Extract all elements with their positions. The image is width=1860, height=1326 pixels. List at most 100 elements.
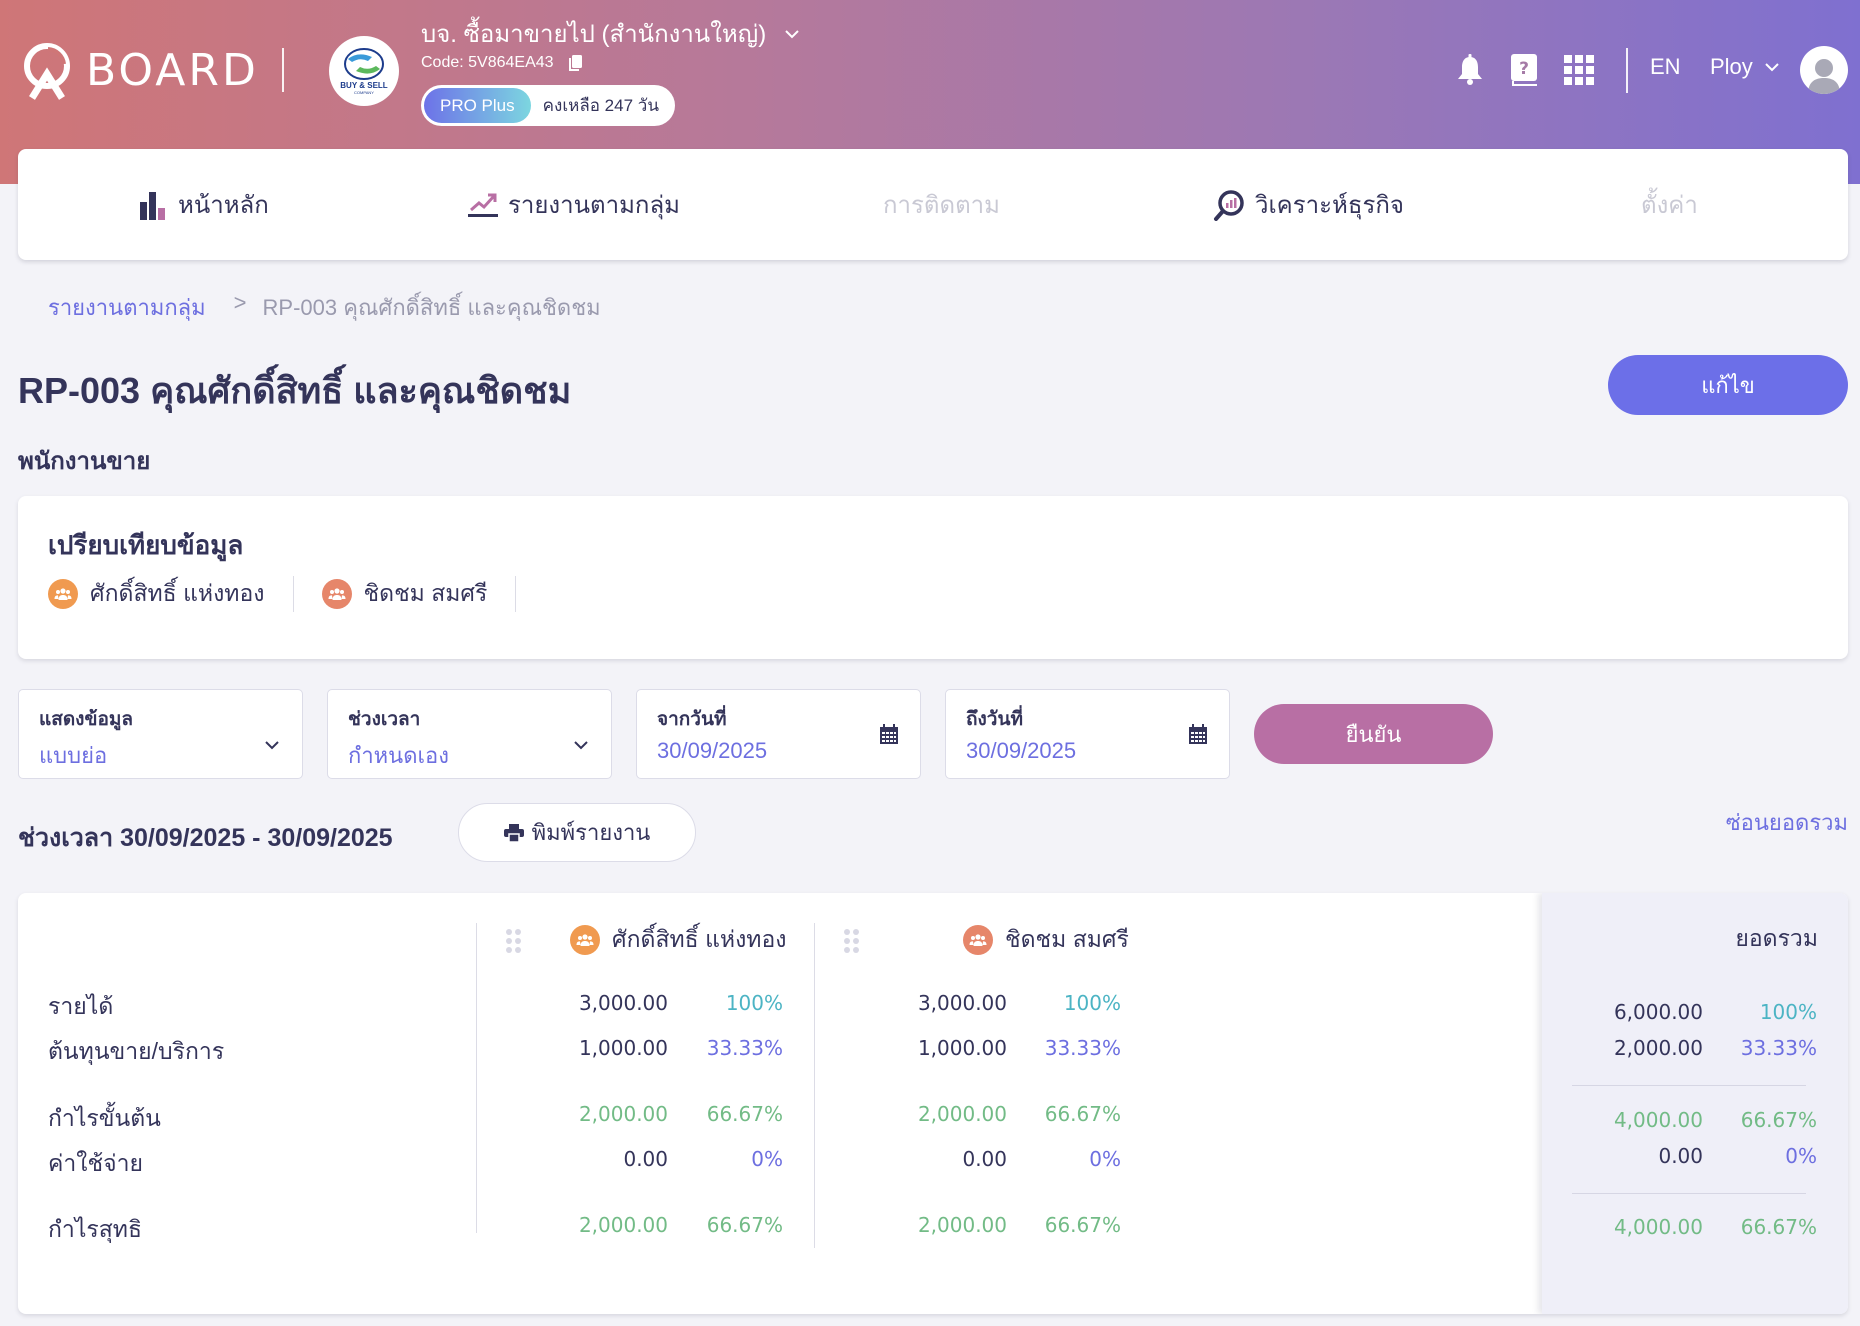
chip-divider: [292, 576, 294, 612]
cell-amount: 1,000.00: [917, 1036, 1007, 1060]
cell-amount: 0.00: [962, 1147, 1007, 1171]
cell-percent: 100%: [725, 991, 783, 1015]
language-switch[interactable]: EN: [1650, 54, 1681, 79]
apps-grid-icon[interactable]: [1564, 55, 1594, 85]
confirm-button[interactable]: ยืนยัน: [1254, 704, 1493, 764]
nav-label: รายงานตามกลุ่ม: [508, 192, 680, 219]
header-divider-right: [1626, 48, 1628, 93]
cell-amount: 3,000.00: [917, 991, 1007, 1015]
row-label-revenue: รายได้: [48, 993, 114, 1019]
company-logo: BUY & SELL COMPANY: [329, 36, 399, 106]
header-actions: ?: [1456, 40, 1594, 100]
plan-remaining: คงเหลือ 247 วัน: [542, 96, 659, 115]
help-book-icon[interactable]: ?: [1510, 54, 1538, 86]
cell-percent: 33.33%: [706, 1036, 783, 1060]
display-mode-select[interactable]: แสดงข้อมูล แบบย่อ: [18, 689, 303, 779]
header-divider: [282, 48, 284, 92]
filter-value: 30/09/2025: [657, 738, 768, 763]
board-logo-icon: [24, 43, 70, 100]
to-date-picker[interactable]: ถึงวันที่ 30/09/2025: [945, 689, 1230, 779]
group-icon: [321, 579, 352, 609]
compare-person: ศักดิ์สิทธิ์ แห่งทอง: [48, 576, 293, 612]
printer-icon: [503, 823, 524, 842]
trend-up-icon: [468, 193, 498, 217]
nav-item-group-report[interactable]: รายงานตามกลุ่ม: [468, 149, 680, 260]
bell-icon[interactable]: [1456, 54, 1484, 86]
totals-header: ยอดรวม: [1735, 925, 1818, 951]
group-icon: [48, 579, 78, 609]
board-logo[interactable]: BOARD: [18, 40, 259, 100]
calendar-icon: [880, 724, 898, 744]
cell-amount: 3,000.00: [578, 991, 668, 1015]
plan-badge: PRO Plus: [424, 88, 531, 123]
bar-chart-icon: [140, 191, 165, 220]
totals-divider: [1572, 1085, 1806, 1086]
row-label-gross-profit: กำไรขั้นต้น: [48, 1105, 161, 1131]
drag-handle-icon[interactable]: [844, 929, 859, 953]
nav-item-tracking[interactable]: การติดตาม: [883, 149, 1000, 260]
cell-amount: 1,000.00: [578, 1036, 668, 1060]
company-code-row: Code: 5V864EA43: [421, 54, 582, 72]
main-nav: หน้าหลัก รายงานตามกลุ่ม การติดตาม วิเครา…: [18, 149, 1848, 260]
brand-name: BOARD: [86, 44, 259, 96]
nav-item-home[interactable]: หน้าหลัก: [138, 149, 269, 260]
compare-card: เปรียบเทียบข้อมูล ศักดิ์สิทธิ์ แห่งทอง ช…: [18, 496, 1848, 659]
column-header: ชิดชม สมศรี: [963, 922, 1129, 958]
print-label: พิมพ์รายงาน: [531, 820, 651, 845]
compare-person-name: ชิดชม สมศรี: [363, 580, 488, 606]
row-label-net-profit: กำไรสุทธิ: [48, 1216, 142, 1242]
cell-percent: 33.33%: [1044, 1036, 1121, 1060]
column-divider: [476, 923, 477, 1233]
column-divider: [814, 923, 815, 1248]
cell-percent: 100%: [1063, 991, 1121, 1015]
totals-divider: [1572, 1193, 1806, 1194]
print-report-button[interactable]: พิมพ์รายงาน: [458, 803, 696, 862]
cell-percent: 66.67%: [706, 1213, 783, 1237]
total-amount: 6,000.00: [1613, 1000, 1703, 1024]
period-select[interactable]: ช่วงเวลา กำหนดเอง: [327, 689, 612, 779]
cell-percent: 0%: [751, 1147, 783, 1171]
nav-label: วิเคราะห์ธุรกิจ: [1255, 192, 1404, 219]
nav-label: หน้าหลัก: [178, 192, 269, 219]
company-selector[interactable]: บจ. ซื้อมาขายไป (สำนักงานใหญ่): [421, 14, 800, 53]
avatar[interactable]: [1800, 46, 1848, 94]
total-amount: 4,000.00: [1613, 1108, 1703, 1132]
filter-label: ถึงวันที่: [966, 709, 1023, 730]
compare-title: เปรียบเทียบข้อมูล: [48, 530, 244, 560]
section-subtitle: พนักงานขาย: [18, 448, 151, 475]
analysis-search-icon: [1214, 189, 1244, 221]
cell-percent: 0%: [1089, 1147, 1121, 1171]
drag-handle-icon[interactable]: [506, 929, 521, 953]
svg-text:?: ?: [1519, 59, 1529, 79]
plan-status: PRO Plus คงเหลือ 247 วัน: [421, 85, 675, 126]
cell-percent: 66.67%: [1044, 1102, 1121, 1126]
row-label-expenses: ค่าใช้จ่าย: [48, 1150, 144, 1176]
column-header-name: ชิดชม สมศรี: [1005, 926, 1129, 952]
chevron-down-icon: [1765, 62, 1779, 71]
totals-panel: ยอดรวม 6,000.00 100% 2,000.00 33.33% 4,0…: [1542, 893, 1848, 1314]
copy-icon[interactable]: [568, 54, 582, 72]
breadcrumb-parent-link[interactable]: รายงานตามกลุ่ม: [48, 295, 206, 320]
hide-total-link[interactable]: ซ่อนยอดรวม: [1725, 810, 1848, 835]
chevron-down-icon: [574, 741, 588, 750]
user-menu[interactable]: Ploy: [1710, 54, 1779, 80]
period-label: ช่วงเวลา 30/09/2025 - 30/09/2025: [18, 824, 393, 852]
group-icon: [963, 925, 993, 955]
compare-people-list: ศักดิ์สิทธิ์ แห่งทอง ชิดชม สมศรี: [48, 576, 544, 612]
total-percent: 66.67%: [1740, 1215, 1817, 1239]
column-header-name: ศักดิ์สิทธิ์ แห่งทอง: [612, 926, 787, 952]
nav-item-business-analysis[interactable]: วิเคราะห์ธุรกิจ: [1213, 149, 1404, 260]
handshake-icon: [344, 48, 384, 80]
calendar-icon: [1189, 724, 1207, 744]
total-percent: 100%: [1759, 1000, 1817, 1024]
filter-value: กำหนดเอง: [348, 743, 449, 768]
row-label-cost: ต้นทุนขาย/บริการ: [48, 1038, 225, 1064]
cell-percent: 66.67%: [706, 1102, 783, 1126]
compare-person-name: ศักดิ์สิทธิ์ แห่งทอง: [90, 580, 265, 606]
company-code: Code: 5V864EA43: [421, 54, 554, 71]
nav-item-settings[interactable]: ตั้งค่า: [1641, 149, 1698, 260]
group-icon: [570, 925, 600, 955]
edit-button[interactable]: แก้ไข: [1608, 355, 1848, 415]
from-date-picker[interactable]: จากวันที่ 30/09/2025: [636, 689, 921, 779]
cell-amount: 2,000.00: [578, 1102, 668, 1126]
